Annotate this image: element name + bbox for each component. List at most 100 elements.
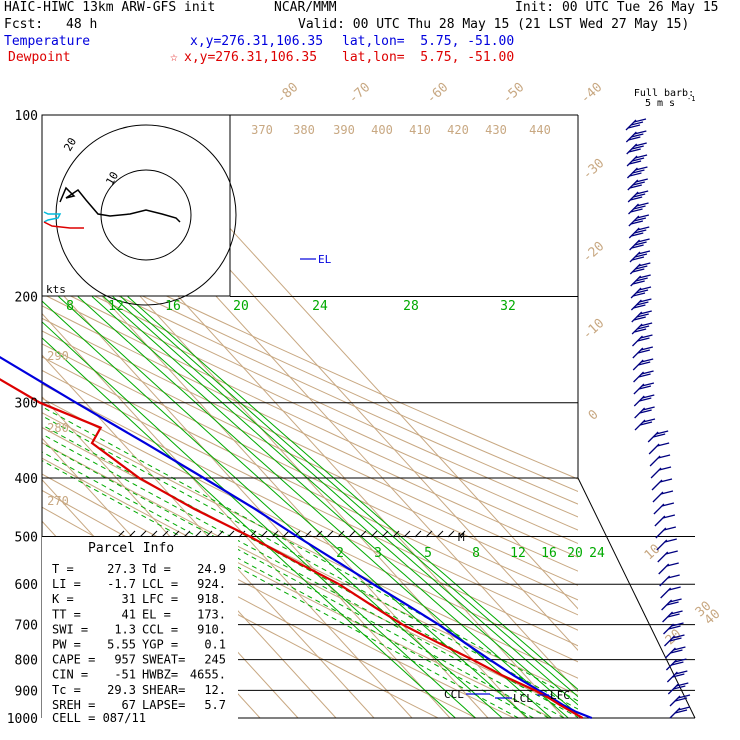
pressure-tick-label: 1000 <box>7 712 38 727</box>
dry-adiabat-line <box>42 412 578 679</box>
wind-barb-feather <box>638 361 651 366</box>
wind-barb-feather <box>640 346 653 351</box>
dry-adiabat-line <box>42 343 578 601</box>
parcel-label: TT = <box>52 607 81 621</box>
wind-barb-feather <box>639 322 653 327</box>
parcel-label: Td = <box>142 562 171 576</box>
wind-barb-feather <box>639 397 652 402</box>
wind-barb-feather <box>665 550 678 555</box>
lower-right-frame <box>577 477 696 719</box>
theta-tick-label: 390 <box>333 123 355 137</box>
wind-barb-feather <box>636 190 649 195</box>
wind-barb-feather <box>635 277 648 282</box>
dry-adiabat-line <box>42 426 578 696</box>
theta-tick-label: 370 <box>251 123 273 137</box>
isotherm-tick-label: -80 <box>274 80 301 107</box>
wind-barb-feather <box>630 196 643 201</box>
hodograph-unit-label: kts <box>46 283 66 296</box>
parcel-value: 24.9 <box>197 562 226 576</box>
wind-barb-feather <box>628 148 641 153</box>
parcel-title: Parcel Info <box>88 541 174 556</box>
hatch-mark <box>359 530 367 538</box>
wind-barb-feather <box>671 622 684 627</box>
hodograph-ring-label: 10 <box>103 170 121 188</box>
mixing-ratio-tick-label: 24 <box>589 546 605 561</box>
hatch-mark <box>161 530 169 538</box>
wind-barb-feather <box>631 256 645 261</box>
hatch-mark <box>128 530 136 538</box>
dry-adiabat-line <box>42 235 578 480</box>
model-title: HAIC-HIWC 13km ARW-GFS init <box>4 0 216 15</box>
parcel-value: -1.7 <box>107 577 136 591</box>
parcel-value: 910. <box>197 622 226 636</box>
wind-barb-feather <box>634 229 647 234</box>
dry-adiabat-line <box>42 369 578 631</box>
pressure-tick-label: 400 <box>15 472 38 487</box>
wind-barb-feather <box>671 661 684 666</box>
parcel-label: CIN = <box>52 668 88 682</box>
theta-tick-label: 420 <box>447 123 469 137</box>
mixing-ratio-tick-label: 28 <box>403 299 419 314</box>
dry-adiabat-line <box>42 317 578 572</box>
wind-barb-feather <box>633 118 647 123</box>
hodograph: 10 20 kts <box>41 114 237 306</box>
hatch-mark <box>227 530 235 538</box>
wind-barb-feather <box>639 409 652 414</box>
wind-barb-feather <box>660 490 674 495</box>
mixing-ratio-tick-label: 32 <box>500 299 516 314</box>
init-time: Init: 00 UTC Tue 26 May 15 <box>515 0 719 15</box>
mixing-ratio-tick-label: 12 <box>510 546 526 561</box>
isotherm-tick-label: -20 <box>580 239 607 266</box>
parcel-label: Tc = <box>52 683 81 697</box>
barb-legend-sup: -1 <box>687 95 695 103</box>
hatch-mark <box>271 530 279 538</box>
hatch-mark <box>370 530 378 538</box>
dewpoint-profile <box>0 378 584 719</box>
wind-barb-feather <box>629 172 642 177</box>
dry-adiabat-line <box>42 383 578 647</box>
wind-barb-feather <box>634 253 648 258</box>
wind-barb-feather <box>667 613 680 618</box>
isotherm-line <box>42 312 413 719</box>
mixing-ratio-tick-label: 16 <box>541 546 557 561</box>
parcel-label: CCL = <box>142 622 178 636</box>
dewpoint-xy: x,y=276.31,106.35 <box>184 50 318 65</box>
parcel-label: K = <box>52 592 74 606</box>
parcel-value: 29.3 <box>107 683 136 697</box>
dry-adiabat-line <box>42 330 578 586</box>
wind-barb-feather <box>636 214 650 219</box>
ccl-label: CCL <box>444 688 464 701</box>
wind-barb-feather <box>634 154 648 159</box>
wind-barb-feather <box>662 514 676 519</box>
parcel-label: LAPSE= <box>142 698 185 712</box>
wind-barb-feather <box>668 625 681 630</box>
dry-adiabat-line <box>42 356 578 616</box>
wind-barb-feather <box>634 241 647 246</box>
theta-tick-label: 290 <box>47 349 69 363</box>
parcel-value: 12. <box>204 683 226 697</box>
dry-adiabat-line <box>42 269 578 518</box>
wind-barb-feather <box>638 385 652 390</box>
wind-barb-feather <box>635 166 648 171</box>
barb-legend-label: Full barb: <box>634 88 694 99</box>
isotherm-tick-label: -70 <box>346 80 373 107</box>
hatch-mark <box>436 530 444 538</box>
wind-barb-feather <box>676 682 689 687</box>
hatch-mark <box>458 530 466 538</box>
parcel-label: PW = <box>52 638 81 652</box>
parcel-value: 5.55 <box>107 638 136 652</box>
wind-barb-feather <box>633 193 646 198</box>
theta-tick-label: 270 <box>47 494 69 508</box>
m-label: M <box>458 531 465 544</box>
parcel-label: SWEAT= <box>142 653 185 667</box>
wind-barb-feather <box>673 646 686 651</box>
wind-barb-feather <box>666 562 679 567</box>
wind-barb-feather <box>642 418 656 423</box>
dewpoint-star-icon: ☆ <box>170 50 178 65</box>
wind-barb-feather <box>627 124 641 129</box>
wind-barb-feather <box>674 658 687 663</box>
parcel-label: T = <box>52 562 74 576</box>
wind-barb-feather <box>638 262 651 267</box>
hatch-mark <box>304 530 312 538</box>
wind-barb-feather <box>630 220 644 225</box>
